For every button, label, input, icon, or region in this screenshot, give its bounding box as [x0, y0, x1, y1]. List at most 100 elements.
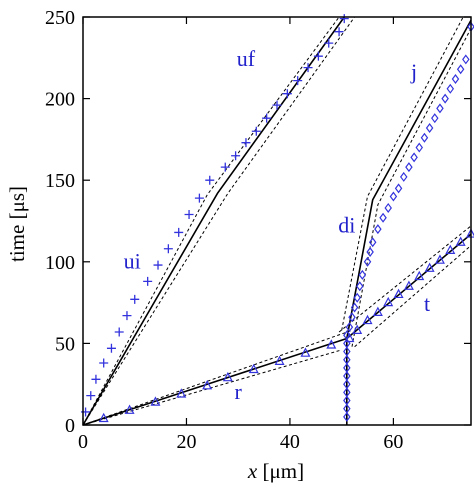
diamond-marker: [343, 338, 351, 349]
annotations: uf ui j di t r: [124, 46, 431, 404]
axis-ticks: 0 20 40 60 0 50 100 150 200 250: [45, 7, 471, 453]
triangle-marker: [248, 363, 259, 374]
plus-marker: [231, 151, 241, 161]
band-line-2: [82, 329, 353, 426]
band-line-7: [354, 245, 472, 348]
x-axis-title: x [μm]: [247, 459, 304, 483]
plus-marker: [293, 76, 303, 86]
plus-marker: [91, 374, 101, 384]
x-axis-title-italic: x: [247, 459, 258, 483]
diamond-marker: [353, 292, 361, 303]
diamond-marker: [343, 354, 351, 365]
diamond-marker: [343, 403, 351, 414]
diamond-marker: [446, 83, 455, 94]
diamond-marker: [394, 183, 403, 194]
plus-marker: [99, 358, 109, 368]
y-tick-label: 100: [45, 252, 75, 274]
diamond-marker: [441, 93, 449, 104]
triangle-marker: [393, 288, 404, 299]
plus-marker: [241, 138, 251, 148]
band-line-4: [341, 16, 464, 331]
annotation-uf: uf: [237, 46, 256, 71]
plus-marker: [334, 27, 344, 37]
band-line-5: [351, 28, 472, 347]
triangle-marker: [176, 388, 187, 398]
triangle-marker: [414, 270, 425, 281]
triangle-marker: [222, 371, 233, 382]
plus-marker: [114, 327, 124, 337]
diamond-marker: [399, 171, 408, 182]
y-axis-title: time [μs]: [5, 186, 29, 262]
diamond-marker: [343, 379, 351, 390]
diamond-marker: [343, 362, 351, 373]
plus-marker: [194, 193, 204, 203]
diamond-marker: [415, 142, 424, 153]
plus-marker: [153, 260, 163, 270]
plus-marker: [122, 311, 132, 321]
annotation-r: r: [235, 379, 243, 404]
diamond-marker: [363, 256, 372, 267]
diamond-marker: [343, 346, 351, 357]
triangle-marker: [372, 306, 383, 316]
annotation-t: t: [424, 291, 430, 316]
x-tick-label: 20: [176, 431, 196, 453]
diamond-marker: [345, 322, 354, 333]
diamond-marker: [348, 312, 356, 323]
diamond-marker: [384, 202, 392, 213]
x-axis-title-unit: [μm]: [257, 459, 304, 483]
triangle-marker: [352, 324, 363, 334]
diamond-marker: [425, 122, 434, 133]
confidence-bands: [82, 16, 472, 426]
triangle-marker: [300, 347, 311, 357]
plus-marker: [174, 227, 184, 237]
band-line-1: [82, 16, 356, 426]
plus-marker: [324, 38, 334, 48]
triangle-marker: [274, 355, 285, 365]
x-tick-label: 40: [280, 431, 300, 453]
diamond-marker: [343, 387, 351, 398]
diamond-marker: [389, 191, 398, 202]
diamond-marker: [343, 330, 351, 341]
plus-marker: [86, 391, 96, 401]
triangle-marker: [445, 244, 456, 254]
plus-marker: [272, 100, 282, 110]
triangle-marker: [150, 396, 161, 406]
fit-line-di-j: [346, 19, 472, 339]
diamond-marker: [379, 212, 387, 223]
triangle-marker: [362, 314, 373, 325]
diamond-marker: [436, 103, 444, 114]
plus-marker: [106, 343, 116, 353]
y-tick-label: 0: [65, 415, 75, 437]
plus-marker: [339, 14, 349, 24]
triangle-marker: [124, 404, 135, 414]
y-tick-label: 250: [45, 7, 75, 29]
triangle-marker: [326, 339, 337, 349]
x-tick-label: 60: [383, 431, 403, 453]
x-tick-label: 0: [78, 431, 88, 453]
triangle-marker: [202, 380, 213, 390]
plus-marker: [303, 63, 313, 73]
band-line-0: [82, 16, 340, 426]
annotation-j: j: [410, 59, 417, 84]
plus-marker: [143, 276, 153, 286]
diamond-marker: [343, 395, 351, 406]
plus-marker: [220, 162, 230, 172]
annotation-ui: ui: [124, 248, 141, 273]
diamond-marker: [410, 152, 418, 163]
plus-marker: [184, 209, 194, 219]
diamond-marker: [431, 113, 439, 124]
fit-line-ui-uf: [82, 16, 345, 426]
triangle-marker: [434, 254, 445, 264]
diamond-marker: [356, 281, 364, 292]
diamond-marker: [343, 371, 351, 382]
diamond-marker: [405, 162, 413, 173]
diamond-marker: [374, 224, 382, 235]
triangle-marker: [383, 296, 394, 307]
plus-marker: [251, 126, 261, 136]
data-markers: [81, 14, 474, 423]
diamond-marker: [358, 269, 367, 280]
fit-line-t: [346, 233, 472, 340]
plus-marker: [163, 244, 173, 254]
diamond-marker: [366, 247, 374, 258]
